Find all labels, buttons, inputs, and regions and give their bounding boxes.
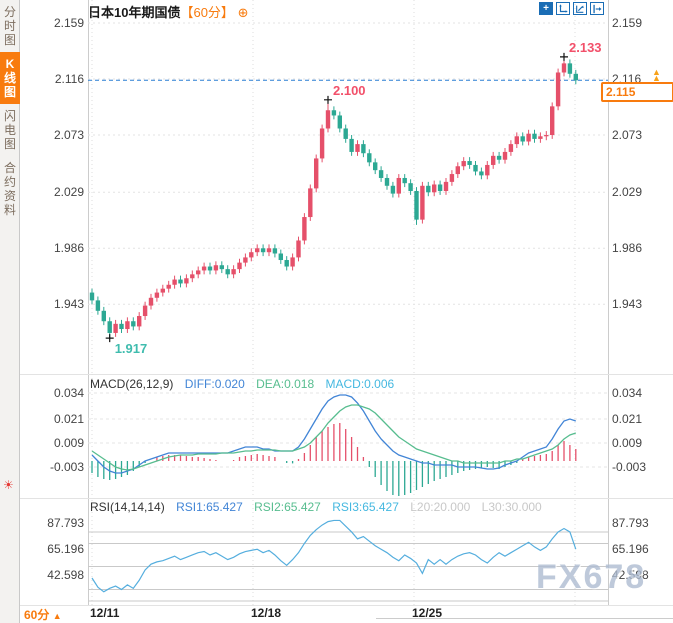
rsi-l30-value: L30:30.000 [481, 500, 542, 514]
macd-tick-label: 0.009 [53, 436, 84, 450]
price-annotation: 2.100 [333, 83, 366, 98]
macd-tick-label: -0.003 [612, 460, 647, 474]
add-overlay-icon[interactable]: ⊕ [237, 5, 249, 20]
watermark: FX678 [536, 558, 647, 596]
price-tick-label: 2.159 [53, 16, 84, 30]
macd-tick-label: 0.009 [612, 436, 643, 450]
price-tick-label: 2.116 [54, 71, 84, 86]
rsi-tick-label: 42.598 [612, 568, 649, 582]
price-tick-label: 1.943 [612, 297, 643, 312]
timeframe-label: 【60分】 [180, 5, 234, 20]
macd-name: MACD(26,12,9) [90, 377, 174, 391]
macd-tick-label: 0.034 [53, 386, 84, 400]
footer-timeframe-button[interactable]: 60分 ▲ [24, 608, 62, 622]
chart-toolbar: + [539, 2, 604, 15]
rsi-tick-label: 87.793 [612, 516, 649, 530]
sidebar-tab-3[interactable]: 闪电图 [3, 109, 16, 151]
sidebar-tab-4[interactable]: 合约资料 [3, 161, 16, 217]
price-tick-label: 2.029 [612, 185, 643, 200]
price-tick-label: 2.029 [53, 185, 84, 200]
macd-header: MACD(26,12,9) DIFF:0.020 DEA:0.018 MACD:… [90, 377, 394, 391]
price-annotation: 1.917 [115, 341, 148, 356]
pan-crosshair-icon[interactable]: + [539, 2, 553, 15]
date-axis-label: 12/25 [412, 606, 443, 620]
macd-dea-value: DEA:0.018 [256, 377, 315, 391]
macd-tick-label: -0.003 [49, 460, 84, 474]
rsi-l20-value: L20:20.000 [410, 500, 471, 514]
main-macd-separator [20, 374, 673, 375]
candlestick-chart[interactable]: 1.917 2.100 2.133 [88, 0, 608, 374]
rsi-tick-label: 42.598 [47, 568, 84, 582]
rsi3-value: RSI3:65.427 [332, 500, 399, 514]
settings-sun-icon[interactable]: ☀ [3, 478, 14, 492]
rsi-header: RSI(14,14,14) RSI1:65.427 RSI2:65.427 RS… [90, 500, 542, 514]
last-price-box: 2.115 [601, 82, 673, 102]
rsi2-value: RSI2:65.427 [254, 500, 321, 514]
axis-zoom-in-icon[interactable] [556, 2, 570, 15]
price-tick-label: 2.159 [612, 16, 643, 30]
rsi-footer-separator [20, 605, 673, 606]
macd-tick-label: 0.034 [612, 386, 643, 400]
plot-left-border [88, 0, 89, 605]
macd-tick-label: 0.021 [612, 412, 643, 426]
go-to-latest-icon[interactable] [590, 2, 604, 15]
date-axis-label: 12/18 [251, 606, 282, 620]
macd-macd-value: MACD:0.006 [325, 377, 395, 391]
sidebar-tab-1[interactable]: 分时图 [3, 5, 16, 47]
price-tick-label: 1.986 [612, 241, 643, 256]
price-tick-label: 2.073 [53, 127, 84, 142]
rsi-name: RSI(14,14,14) [90, 500, 165, 514]
axis-zoom-out-icon[interactable] [573, 2, 587, 15]
chart-title-row: 日本10年期国债【60分】 ⊕ [88, 2, 249, 20]
instrument-title: 日本10年期国债 [88, 5, 181, 20]
rsi-panel[interactable] [88, 500, 608, 605]
macd-diff-value: DIFF:0.020 [184, 377, 245, 391]
macd-tick-label: 0.021 [53, 412, 84, 426]
macd-panel[interactable] [88, 374, 608, 498]
price-annotation: 2.133 [569, 40, 602, 55]
scrollbar-track[interactable] [376, 618, 673, 619]
date-axis-label: 12/11 [90, 606, 120, 620]
price-tick-label: 2.073 [612, 127, 643, 142]
rsi-tick-label: 65.196 [612, 542, 649, 556]
rsi-tick-label: 87.793 [47, 516, 84, 530]
rsi-tick-label: 65.196 [47, 542, 84, 556]
price-tick-label: 1.943 [53, 297, 84, 312]
plot-right-border [608, 0, 609, 605]
rsi1-value: RSI1:65.427 [176, 500, 243, 514]
price-tick-label: 1.986 [53, 241, 84, 256]
macd-rsi-separator [20, 498, 673, 499]
timeframe-dropdown-arrow: ▲ [52, 611, 62, 621]
price-direction-arrow: ▲ ▲ [652, 67, 661, 83]
